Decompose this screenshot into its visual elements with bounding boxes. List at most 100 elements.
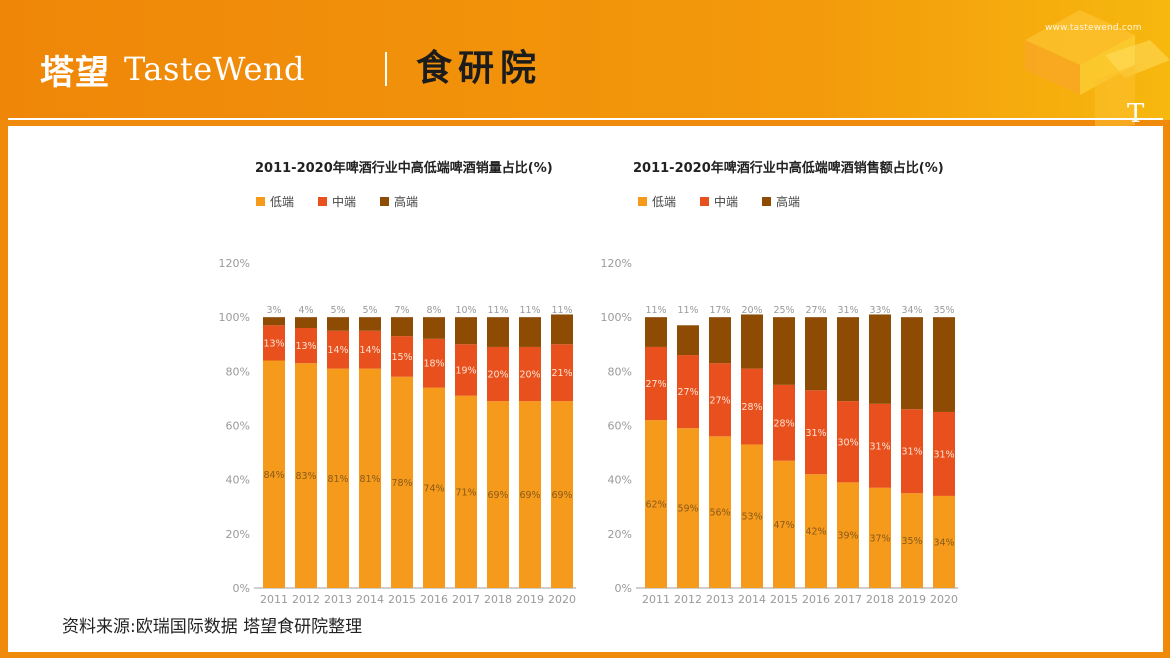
bar-segment-2018-2 bbox=[869, 403, 891, 488]
data-label: 81% bbox=[327, 474, 348, 485]
y-tick-label: 120% bbox=[219, 257, 250, 270]
logo-divider bbox=[385, 52, 387, 86]
data-label: 17% bbox=[709, 305, 730, 316]
bar-segment-2020-1 bbox=[933, 495, 955, 588]
logo-chinese-text: 塔望 bbox=[40, 52, 110, 93]
y-tick-label: 0% bbox=[233, 582, 250, 595]
legend-label-1: 低端 bbox=[652, 195, 676, 209]
bar-segment-2011-3 bbox=[645, 317, 667, 347]
data-label: 83% bbox=[295, 471, 316, 482]
bar-segment-2016-3 bbox=[423, 317, 445, 339]
data-label: 8% bbox=[426, 305, 441, 316]
bar-segment-2018-3 bbox=[487, 317, 509, 347]
data-label: 27% bbox=[677, 387, 698, 398]
x-tick-label: 2018 bbox=[484, 593, 512, 606]
header-banner bbox=[0, 0, 1170, 120]
bar-segment-2018-1 bbox=[487, 401, 509, 588]
data-label: 31% bbox=[901, 447, 922, 458]
data-label: 71% bbox=[455, 487, 476, 498]
legend-label-2: 中端 bbox=[714, 194, 738, 209]
charts-canvas: 2011-2020年啤酒行业中高低端啤酒销量占比(%) 低端 中端 高端 0% 20% 40… bbox=[219, 160, 958, 606]
bar-segment-2014-3 bbox=[359, 317, 381, 331]
x-tick-label: 2014 bbox=[738, 593, 766, 606]
bar-segment-2020-3 bbox=[551, 314, 573, 345]
data-label: 56% bbox=[709, 508, 730, 519]
bar-segment-2019-2 bbox=[519, 346, 541, 402]
data-label: 69% bbox=[519, 490, 540, 501]
data-label: 47% bbox=[773, 520, 794, 531]
data-label: 34% bbox=[933, 537, 954, 548]
data-label: 27% bbox=[709, 395, 730, 406]
tastewend-3d-logo-decoration: T bbox=[1025, 10, 1170, 130]
bar-segment-2013-3 bbox=[327, 317, 349, 331]
data-label: 21% bbox=[551, 368, 572, 379]
bar-segment-2013-1 bbox=[709, 436, 731, 588]
data-label: 19% bbox=[455, 365, 476, 376]
bar-segment-2018-2 bbox=[487, 346, 509, 402]
y-tick-label: 100% bbox=[601, 311, 632, 324]
header-separator bbox=[8, 118, 1163, 120]
bar-segment-2019-3 bbox=[519, 317, 541, 347]
y-tick-label: 40% bbox=[608, 474, 632, 487]
x-tick-label: 2014 bbox=[356, 593, 384, 606]
website-url: www.tastewend.com bbox=[1045, 23, 1142, 33]
data-label: 11% bbox=[551, 305, 572, 316]
data-label: 20% bbox=[741, 305, 762, 316]
bar-segment-2014-1 bbox=[741, 444, 763, 588]
bar-segment-2020-3 bbox=[933, 317, 955, 412]
x-tick-label: 2011 bbox=[260, 593, 288, 606]
bar-segment-2020-2 bbox=[551, 344, 573, 402]
y-tick-label: 40% bbox=[226, 474, 250, 487]
bar-segment-2012-3 bbox=[295, 317, 317, 328]
data-label: 81% bbox=[359, 474, 380, 485]
data-label: 20% bbox=[487, 370, 508, 381]
data-label: 84% bbox=[263, 470, 284, 481]
data-label: 42% bbox=[805, 527, 826, 538]
bar-segment-2017-1 bbox=[455, 395, 477, 588]
data-label: 30% bbox=[837, 437, 858, 448]
bar-segment-2016-3 bbox=[805, 317, 827, 391]
brand-logo: 塔望 TasteWend bbox=[40, 44, 305, 94]
y-tick-label: 120% bbox=[601, 257, 632, 270]
data-label: 31% bbox=[869, 441, 890, 452]
bar-segment-2019-1 bbox=[901, 493, 923, 588]
x-tick-label: 2018 bbox=[866, 593, 894, 606]
legend-swatch-2 bbox=[700, 197, 709, 206]
bar-segment-2020-1 bbox=[551, 401, 573, 588]
data-label: 10% bbox=[455, 305, 476, 316]
data-label: 69% bbox=[487, 490, 508, 501]
legend-label-3: 高端 bbox=[394, 194, 418, 209]
data-label: 27% bbox=[645, 379, 666, 390]
data-label: 39% bbox=[837, 531, 858, 542]
data-label: 14% bbox=[327, 345, 348, 356]
chart-2: 2011-2020年啤酒行业中高低端啤酒销售额占比(%) 低端 中端 高端 0% 20% 4… bbox=[601, 160, 958, 606]
bar-segment-2014-1 bbox=[359, 368, 381, 588]
bar-segment-2011-2 bbox=[263, 325, 285, 361]
chart-title: 2011-2020年啤酒行业中高低端啤酒销量占比(%) bbox=[255, 160, 553, 176]
data-label: 33% bbox=[869, 305, 890, 316]
data-label: 59% bbox=[677, 504, 698, 515]
x-tick-label: 2013 bbox=[706, 593, 734, 606]
data-label: 69% bbox=[551, 490, 572, 501]
data-label: 4% bbox=[298, 305, 313, 316]
bar-segment-2019-3 bbox=[901, 317, 923, 410]
data-label: 3% bbox=[266, 305, 281, 316]
data-label: 5% bbox=[362, 305, 377, 316]
x-tick-label: 2016 bbox=[802, 593, 830, 606]
content-panel: 2011-2020年啤酒行业中高低端啤酒销量占比(%) 低端 中端 高端 0% 20% 40… bbox=[8, 126, 1163, 652]
data-label: 11% bbox=[487, 305, 508, 316]
x-tick-label: 2013 bbox=[324, 593, 352, 606]
legend-swatch-3 bbox=[380, 197, 389, 206]
x-tick-label: 2019 bbox=[898, 593, 926, 606]
data-label: 13% bbox=[295, 341, 316, 352]
legend-swatch-2 bbox=[318, 197, 327, 206]
x-tick-label: 2016 bbox=[420, 593, 448, 606]
bar-segment-2017-3 bbox=[455, 317, 477, 345]
x-tick-label: 2019 bbox=[516, 593, 544, 606]
legend-swatch-1 bbox=[638, 197, 647, 206]
bar-segment-2011-1 bbox=[263, 360, 285, 588]
bar-segment-2012-3 bbox=[677, 325, 699, 356]
data-label: 14% bbox=[359, 345, 380, 356]
x-tick-label: 2012 bbox=[674, 593, 702, 606]
bar-segment-2015-2 bbox=[773, 384, 795, 461]
